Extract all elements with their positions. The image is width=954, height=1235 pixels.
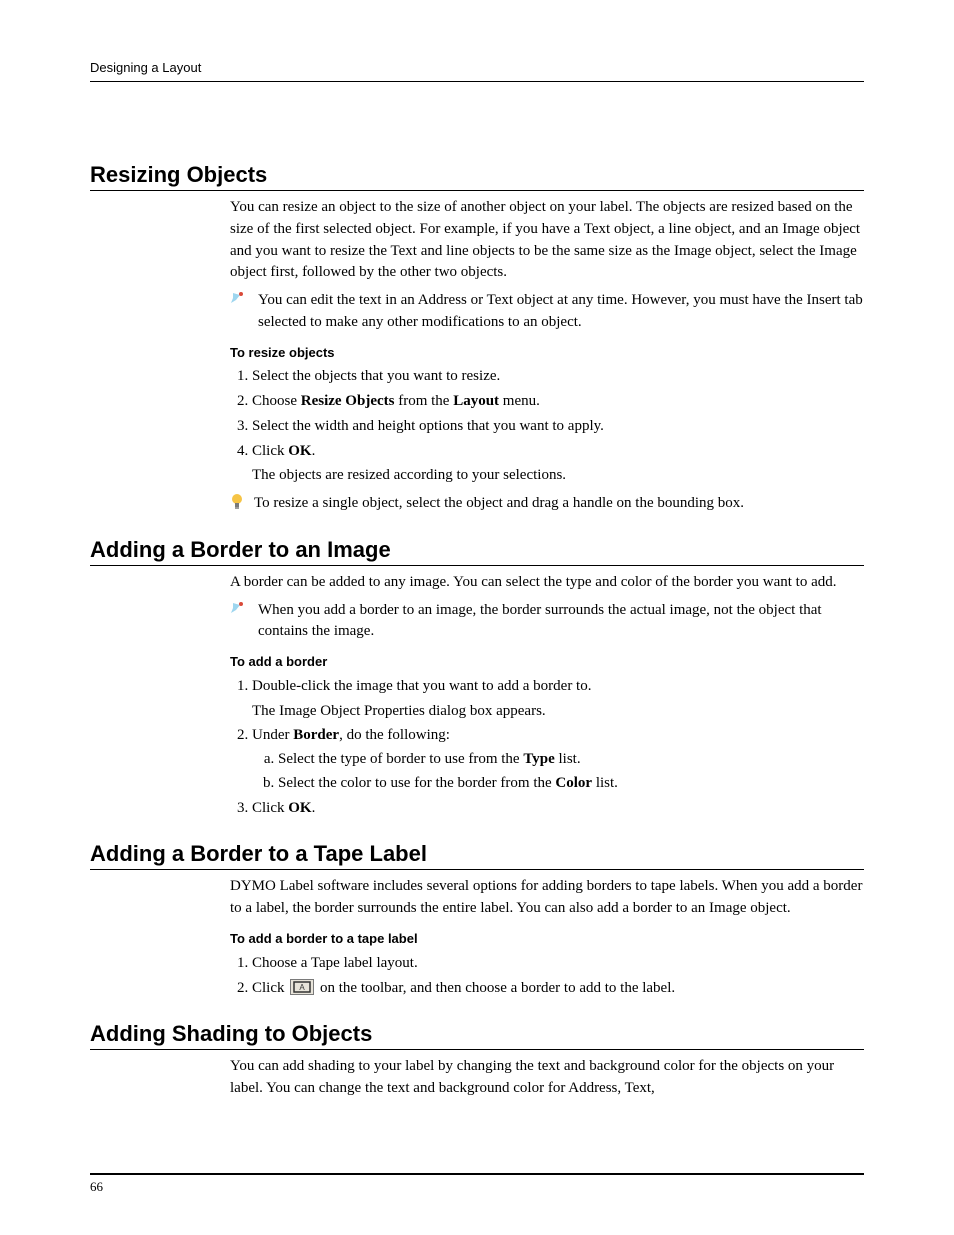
border-image-note-text: When you add a border to an image, the b… (258, 600, 864, 644)
substep-text: list. (555, 751, 581, 767)
resizing-intro: You can resize an object to the size of … (230, 197, 864, 284)
step: Click A on the toolbar, and then choose … (252, 978, 864, 1000)
border-image-note: When you add a border to an image, the b… (230, 600, 864, 644)
heading-resizing-objects: Resizing Objects (90, 162, 864, 191)
resizing-steps: Select the objects that you want to resi… (230, 366, 864, 487)
resizing-tip-text: To resize a single object, select the ob… (254, 493, 864, 515)
border-image-substeps: Select the type of border to use from th… (252, 749, 864, 795)
resizing-tip: To resize a single object, select the ob… (230, 493, 864, 515)
resizing-subhead: To resize objects (230, 344, 864, 363)
step-result: The Image Object Properties dialog box a… (252, 701, 864, 723)
resizing-note-text: You can edit the text in an Address or T… (258, 290, 864, 334)
step: Select the objects that you want to resi… (252, 366, 864, 388)
border-image-subhead: To add a border (230, 653, 864, 672)
bold-term: Type (523, 751, 554, 767)
page: Designing a Layout Resizing Objects You … (0, 0, 954, 1235)
resizing-note: You can edit the text in an Address or T… (230, 290, 864, 334)
step-text: Click (252, 800, 288, 816)
step-text: Click (252, 980, 288, 996)
step-text: Choose a Tape label layout. (252, 955, 418, 971)
substep-text: list. (592, 775, 618, 791)
section-border-tape-body: DYMO Label software includes several opt… (230, 876, 864, 999)
heading-shading: Adding Shading to Objects (90, 1021, 864, 1050)
bold-term: Layout (453, 393, 499, 409)
heading-border-image: Adding a Border to an Image (90, 537, 864, 566)
section-shading-body: You can add shading to your label by cha… (230, 1056, 864, 1100)
section-resizing-body: You can resize an object to the size of … (230, 197, 864, 515)
svg-text:A: A (300, 983, 306, 992)
page-content: Resizing Objects You can resize an objec… (90, 162, 864, 1100)
step-text: on the toolbar, and then choose a border… (316, 980, 675, 996)
substep: Select the color to use for the border f… (278, 773, 864, 795)
lightbulb-icon (230, 493, 244, 511)
border-toolbar-icon: A (290, 979, 314, 995)
substep-text: Select the color to use for the border f… (278, 775, 555, 791)
bold-term: Color (555, 775, 592, 791)
step-text: Select the objects that you want to resi… (252, 368, 500, 384)
heading-border-tape: Adding a Border to a Tape Label (90, 841, 864, 870)
substep: Select the type of border to use from th… (278, 749, 864, 771)
step-text: , do the following: (339, 727, 450, 743)
section-border-image-body: A border can be added to any image. You … (230, 572, 864, 820)
page-number: 66 (90, 1179, 103, 1194)
border-tape-intro: DYMO Label software includes several opt… (230, 876, 864, 920)
step-text: Under (252, 727, 293, 743)
bold-term: Resize Objects (301, 393, 395, 409)
step-text: Select the width and height options that… (252, 418, 604, 434)
step-result: The objects are resized according to you… (252, 465, 864, 487)
step-text: Choose (252, 393, 301, 409)
step: Choose a Tape label layout. (252, 953, 864, 975)
bold-term: Border (293, 727, 339, 743)
border-image-steps: Double-click the image that you want to … (230, 676, 864, 820)
step-text: menu. (499, 393, 540, 409)
step-text: Click (252, 443, 288, 459)
step: Select the width and height options that… (252, 416, 864, 438)
bold-term: OK (288, 443, 311, 459)
shading-intro: You can add shading to your label by cha… (230, 1056, 864, 1100)
border-image-intro: A border can be added to any image. You … (230, 572, 864, 594)
pushpin-icon (230, 290, 248, 306)
substep-text: Select the type of border to use from th… (278, 751, 523, 767)
step: Double-click the image that you want to … (252, 676, 864, 723)
step-text: Double-click the image that you want to … (252, 678, 591, 694)
step: Under Border, do the following: Select t… (252, 725, 864, 794)
step: Choose Resize Objects from the Layout me… (252, 391, 864, 413)
step-text: from the (394, 393, 453, 409)
border-tape-steps: Choose a Tape label layout. Click A on t… (230, 953, 864, 1000)
step-text: . (312, 800, 316, 816)
bold-term: OK (288, 800, 311, 816)
border-tape-subhead: To add a border to a tape label (230, 930, 864, 949)
step: Click OK. (252, 798, 864, 820)
step-text: . (312, 443, 316, 459)
running-head: Designing a Layout (90, 60, 864, 82)
step: Click OK. The objects are resized accord… (252, 441, 864, 488)
pushpin-icon (230, 600, 248, 616)
page-footer: 66 (90, 1173, 864, 1195)
